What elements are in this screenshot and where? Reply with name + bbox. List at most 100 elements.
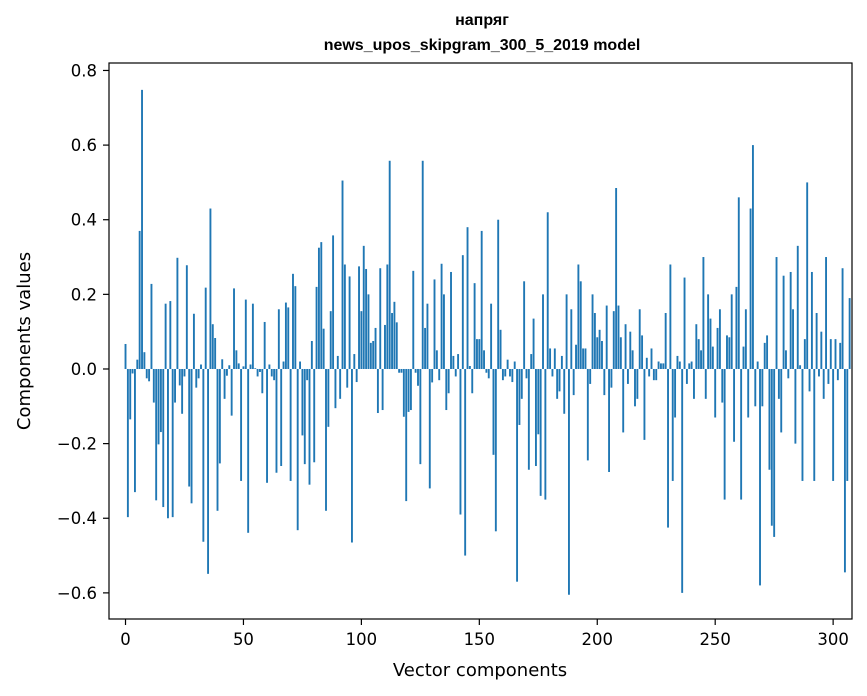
- bar: [244, 299, 247, 369]
- bar: [834, 339, 837, 369]
- bar: [391, 313, 393, 369]
- bar: [822, 368, 825, 399]
- bar: [336, 355, 339, 369]
- bar: [652, 368, 655, 381]
- bar: [136, 359, 139, 369]
- bar: [369, 342, 372, 369]
- bar: [473, 283, 476, 369]
- bar: [240, 368, 243, 481]
- bar: [780, 368, 783, 433]
- bar: [608, 368, 610, 472]
- bar: [711, 346, 714, 369]
- bar: [348, 276, 351, 369]
- bar: [650, 348, 653, 369]
- bar: [577, 264, 580, 369]
- bar: [424, 327, 427, 369]
- bar: [181, 368, 184, 414]
- bar: [490, 303, 493, 369]
- bar: [820, 331, 823, 369]
- bar: [688, 363, 691, 369]
- bar: [690, 361, 693, 369]
- bar: [407, 368, 410, 412]
- bar: [141, 89, 143, 369]
- bar: [315, 286, 318, 369]
- bar: [662, 363, 665, 369]
- bar: [532, 318, 535, 369]
- bar: [443, 294, 445, 369]
- bar: [405, 368, 408, 502]
- bar: [848, 298, 851, 369]
- bar: [601, 341, 603, 369]
- x-tick-label: 100: [346, 630, 378, 649]
- bar: [485, 368, 488, 373]
- bar: [487, 368, 490, 379]
- bar: [492, 368, 495, 455]
- bar: [209, 208, 212, 369]
- bar: [398, 368, 401, 373]
- bar: [339, 368, 342, 399]
- chart-title: напряг: [455, 12, 509, 29]
- bar: [329, 311, 332, 369]
- bar: [641, 335, 644, 369]
- bar: [218, 368, 221, 464]
- bar: [134, 368, 136, 493]
- bar: [497, 219, 500, 369]
- bar: [355, 368, 358, 383]
- bar: [178, 368, 181, 386]
- bar: [841, 268, 844, 369]
- bar: [374, 327, 377, 369]
- bar: [683, 277, 686, 369]
- bar: [235, 350, 238, 369]
- bar: [537, 368, 540, 435]
- bar: [431, 368, 434, 383]
- bar: [287, 307, 290, 369]
- bar: [188, 368, 191, 487]
- bar: [202, 368, 205, 542]
- bar: [789, 271, 792, 369]
- bar: [247, 368, 250, 533]
- bar: [525, 368, 528, 379]
- bar: [836, 368, 839, 381]
- bar: [785, 350, 787, 369]
- bar: [843, 368, 846, 573]
- bar: [464, 368, 467, 556]
- bar: [204, 287, 207, 369]
- bar: [343, 264, 346, 369]
- bar: [221, 359, 224, 369]
- bar: [631, 350, 634, 369]
- bar: [381, 368, 384, 411]
- bar: [839, 342, 842, 369]
- bar: [282, 361, 285, 369]
- bar: [322, 328, 325, 369]
- bar: [280, 368, 283, 467]
- bar: [417, 368, 419, 386]
- bar: [664, 313, 667, 369]
- bar: [365, 268, 368, 369]
- bar: [171, 368, 174, 518]
- bar: [756, 361, 759, 369]
- bar: [565, 294, 568, 369]
- bar: [268, 364, 271, 369]
- bar: [306, 368, 309, 381]
- bar: [544, 368, 547, 500]
- bar: [249, 364, 252, 369]
- bar: [468, 366, 471, 369]
- bar: [560, 355, 563, 369]
- bar: [610, 368, 613, 388]
- bar: [667, 368, 669, 528]
- bar: [143, 352, 146, 369]
- bar: [513, 361, 516, 369]
- x-tick-label: 300: [817, 630, 849, 649]
- bar: [693, 368, 695, 399]
- bar: [483, 350, 485, 369]
- bar: [799, 365, 802, 369]
- bar: [518, 368, 521, 425]
- bar: [754, 368, 757, 407]
- bar: [341, 180, 344, 369]
- bar: [351, 368, 353, 543]
- bar: [259, 368, 261, 372]
- bar: [476, 339, 478, 369]
- bar: [657, 361, 660, 369]
- bar: [553, 348, 556, 369]
- bar: [773, 368, 776, 537]
